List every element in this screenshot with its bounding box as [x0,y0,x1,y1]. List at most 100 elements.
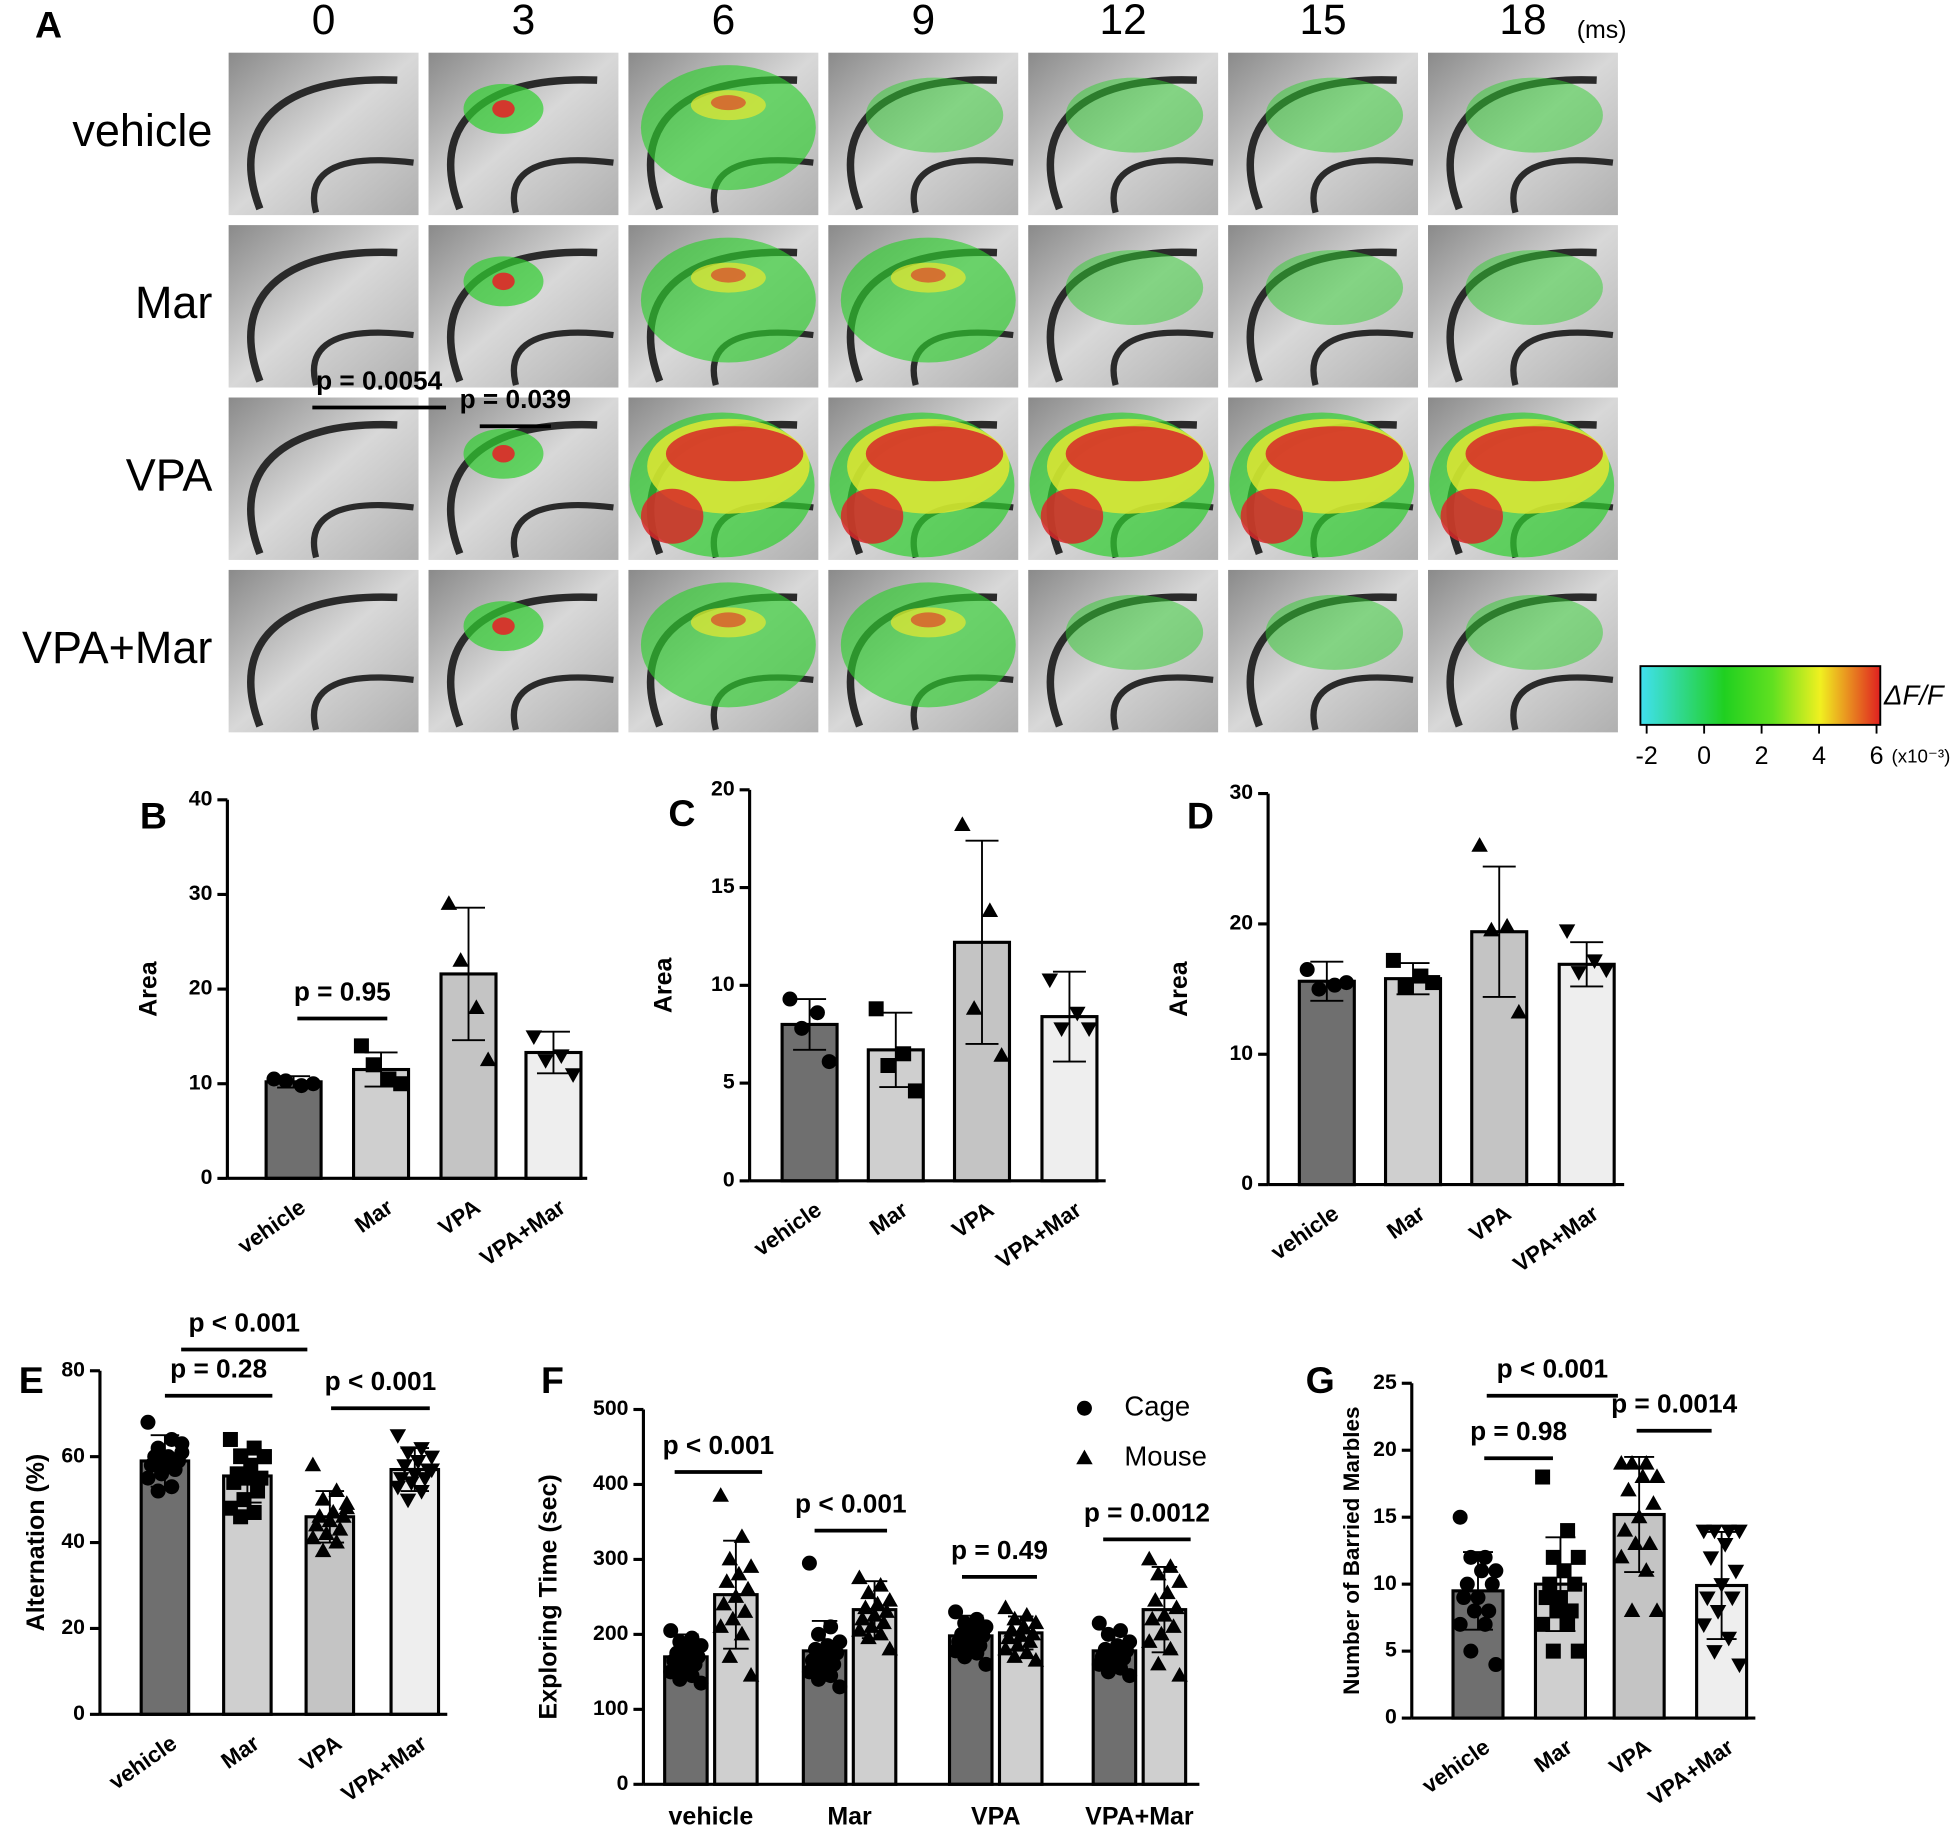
p-value: p = 0.95 [294,976,391,1006]
data-point [423,1463,440,1479]
error-bar [1570,941,1604,988]
data-point [399,1446,417,1461]
data-point [304,1456,322,1472]
x-tick-label: Mar [827,1803,872,1831]
error-bar [1101,1629,1128,1673]
data-point [1027,1614,1045,1630]
x-tick-label: vehicle [669,1803,754,1831]
data-point [1634,1468,1651,1484]
data-point [1645,1495,1662,1510]
data-point [733,1625,751,1641]
data-point [1638,1454,1655,1470]
panel-label: A [35,4,62,46]
data-point [730,1565,748,1581]
data-point [1545,1643,1561,1659]
time-label: 12 [1100,0,1147,43]
y-tick-label: 20 [1373,1438,1397,1461]
data-point [1535,1469,1551,1485]
p-value: p < 0.001 [663,1430,775,1460]
data-point [236,1492,252,1508]
x-tick-label: Mar [350,1194,397,1238]
data-point [396,1459,413,1474]
data-point [832,1634,848,1650]
panel-label: E [19,1359,44,1401]
slice-image [828,397,1019,560]
slice-image [428,225,619,388]
data-point [314,1490,332,1506]
activity-overlay [1065,426,1204,482]
data-point [381,1071,397,1087]
data-point [1570,966,1588,981]
data-point [243,1457,259,1473]
error-bar [315,1490,345,1544]
data-point [907,1083,923,1099]
data-point [693,1675,709,1691]
data-point [479,1051,497,1067]
slice-band [247,420,398,556]
data-point [389,1429,407,1444]
activity-overlay [1440,488,1503,544]
slice-image [1228,569,1419,733]
data-point [293,1078,309,1094]
slice-image [228,397,419,560]
data-point [1027,1651,1045,1667]
x-tick-label: Mar [1382,1200,1429,1244]
data-point [1567,1576,1583,1592]
x-tick-label: Mar [865,1197,912,1241]
data-point [801,1555,817,1571]
slice-band [1310,329,1414,386]
y-tick-label: 25 [1373,1371,1397,1394]
y-tick-label: 20 [1230,912,1254,935]
slice-image [1228,52,1419,216]
data-point [739,1580,757,1596]
error-bar [1310,960,1344,1002]
p-value: p < 0.001 [1497,1354,1609,1384]
data-point [881,1592,898,1607]
y-tick-label: 0 [723,1168,735,1191]
data-point [1000,1629,1017,1645]
error-bar [673,1633,699,1681]
slice-image [1228,225,1419,388]
activity-overlay [1265,594,1404,670]
y-tick-label: 15 [711,875,735,898]
data-point [1153,1625,1170,1641]
y-tick-label: 5 [723,1071,735,1094]
activity-overlay [640,65,816,191]
slice-band [310,157,414,214]
activity-overlay [710,612,746,628]
data-point [1171,1666,1188,1682]
time-label: 18 [1499,0,1546,43]
x-tick-label: VPA+Mar [1509,1200,1604,1277]
error-bar [1151,1565,1178,1654]
slice-band [1110,329,1214,386]
data-point [1641,1535,1659,1550]
data-point [826,1656,842,1672]
data-point [1699,1591,1716,1607]
data-point [1538,1590,1554,1606]
data-point [1018,1607,1036,1622]
data-point [553,1049,570,1064]
data-point [452,952,469,967]
colorbar [1639,665,1882,726]
data-point [335,1508,352,1523]
data-point [1466,1603,1482,1619]
data-point [1648,1468,1666,1484]
data-point [965,1000,983,1015]
slice-band [510,501,614,559]
legend-label: Cage [1124,1391,1190,1422]
slice-band [1310,674,1414,731]
row-label: VPA [126,450,213,501]
data-point [809,1005,825,1021]
image-grid [228,52,1618,733]
data-point [1598,963,1615,979]
data-point [1731,1658,1748,1674]
x-tick-label: VPA [434,1194,485,1240]
data-point [878,1603,895,1618]
data-point [1463,1549,1479,1565]
data-point [413,1442,430,1457]
slice-band [1310,157,1414,214]
activity-overlay [840,488,904,544]
data-point [1385,952,1401,968]
time-unit: (ms) [1577,16,1627,44]
data-point [1560,1523,1576,1539]
